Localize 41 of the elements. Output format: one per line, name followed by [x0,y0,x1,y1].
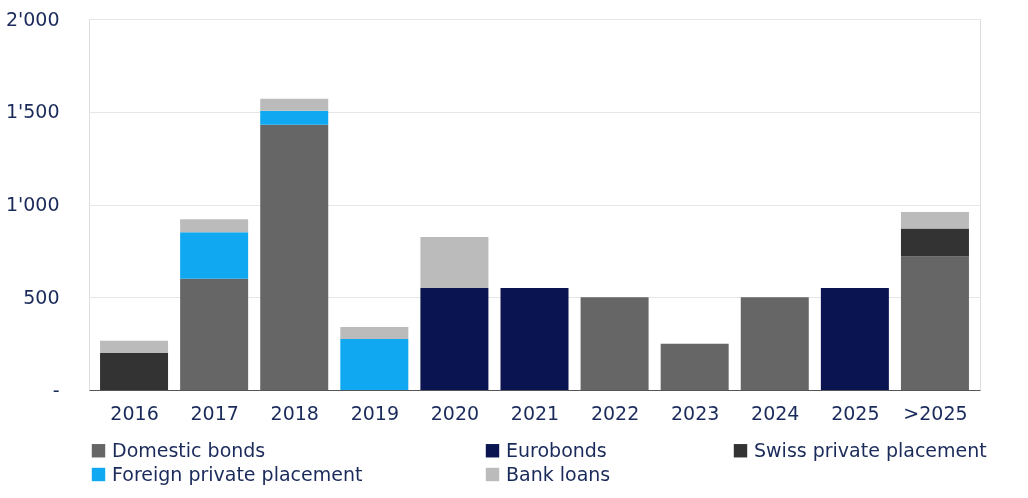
y-tick-label: 1'000 [5,193,60,215]
legend-label: Domestic bonds [112,438,266,461]
y-tick-label: 1'500 [5,100,60,123]
bar [100,340,169,353]
bar [820,287,889,390]
x-tick-label: 2016 [110,401,159,424]
bar [420,287,489,390]
bar [900,211,969,229]
bar [420,236,489,288]
x-tick-label: 2020 [430,401,480,424]
y-tick-label: - [52,378,60,401]
bar [340,326,409,339]
bar [740,297,809,390]
y-tick-label: 500 [23,285,60,308]
legend-label: Foreign private placement [112,462,363,485]
bar [340,338,409,390]
legend-label: Bank loans [506,462,611,485]
x-tick-label: 2025 [831,401,880,424]
x-tick-label: 2019 [350,401,399,424]
bar [100,352,169,390]
bar [180,219,249,233]
bar [260,98,329,111]
x-tick-label: 2024 [751,401,800,424]
x-tick-label: 2018 [270,401,319,424]
x-tick-label: 2023 [671,401,720,424]
legend-label: Eurobonds [506,438,607,461]
bar [900,256,969,390]
x-tick-label: 2017 [190,401,239,424]
bar [660,343,729,390]
bar [180,278,249,390]
legend-label: Swiss private placement [754,438,987,461]
bar [260,110,329,125]
bar [260,124,329,390]
x-tick-label: 2021 [510,401,560,424]
bar [580,297,649,390]
bar [500,287,569,390]
bar [900,228,969,257]
x-tick-label: 2022 [590,401,640,424]
y-tick-label: 2'000 [5,7,60,30]
x-tick-label: >2025 [903,401,968,424]
bar [180,232,249,279]
